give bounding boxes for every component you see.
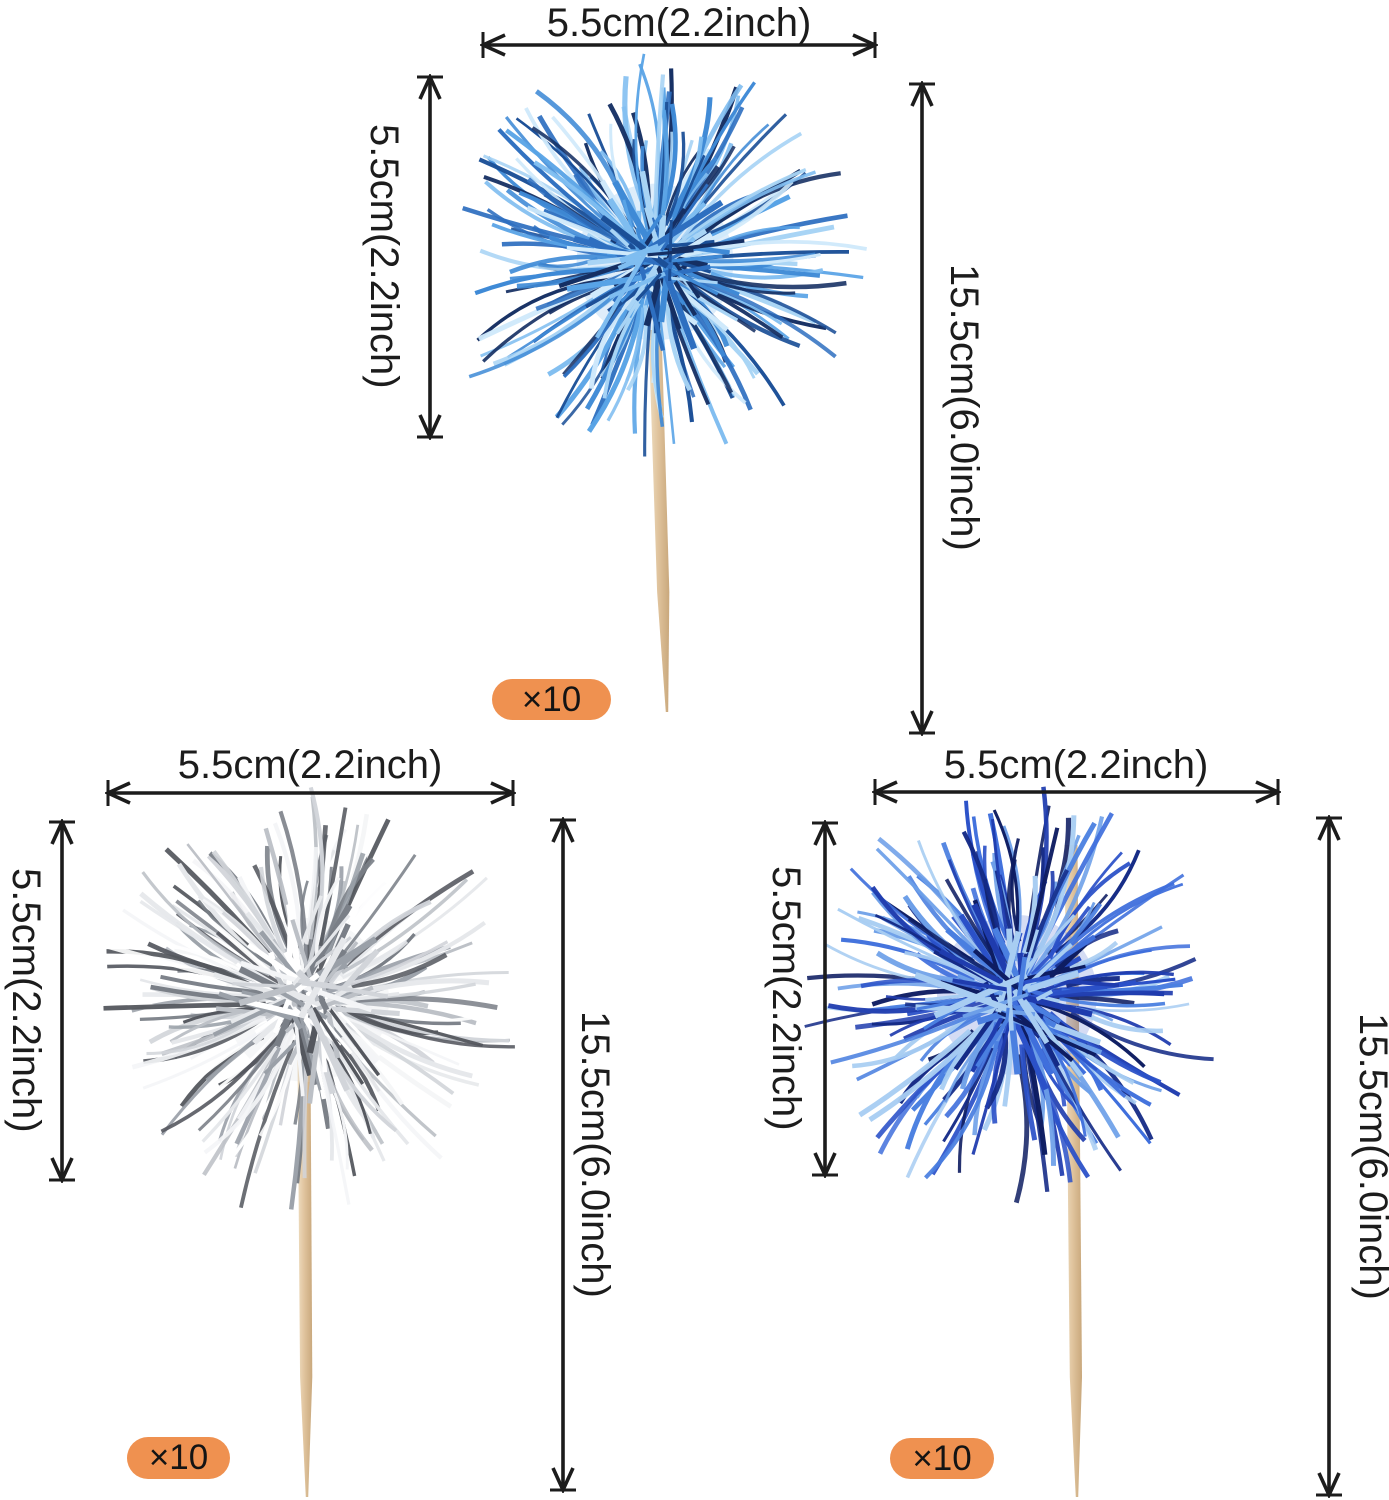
- pom-height-arrow: [812, 823, 838, 1175]
- figure-graphics-silver: [49, 780, 576, 1497]
- total-height-arrow: [1316, 818, 1342, 1495]
- width-arrow: [108, 780, 513, 806]
- wooden-pick-stick: [297, 1060, 313, 1497]
- tinsel-pom-pom: [804, 786, 1214, 1204]
- width-arrow: [483, 32, 875, 58]
- figure-graphics-light-blue: [417, 32, 935, 733]
- wooden-pick-stick: [648, 330, 670, 712]
- total-height-arrow: [550, 820, 576, 1490]
- pom-height-arrow: [417, 77, 443, 437]
- figure-graphics-royal-blue: [804, 779, 1342, 1497]
- tinsel-pom-pom: [103, 786, 521, 1210]
- tinsel-pom-pom: [462, 53, 868, 457]
- width-arrow: [875, 779, 1278, 805]
- total-height-arrow: [909, 84, 935, 733]
- pom-height-arrow: [49, 822, 75, 1180]
